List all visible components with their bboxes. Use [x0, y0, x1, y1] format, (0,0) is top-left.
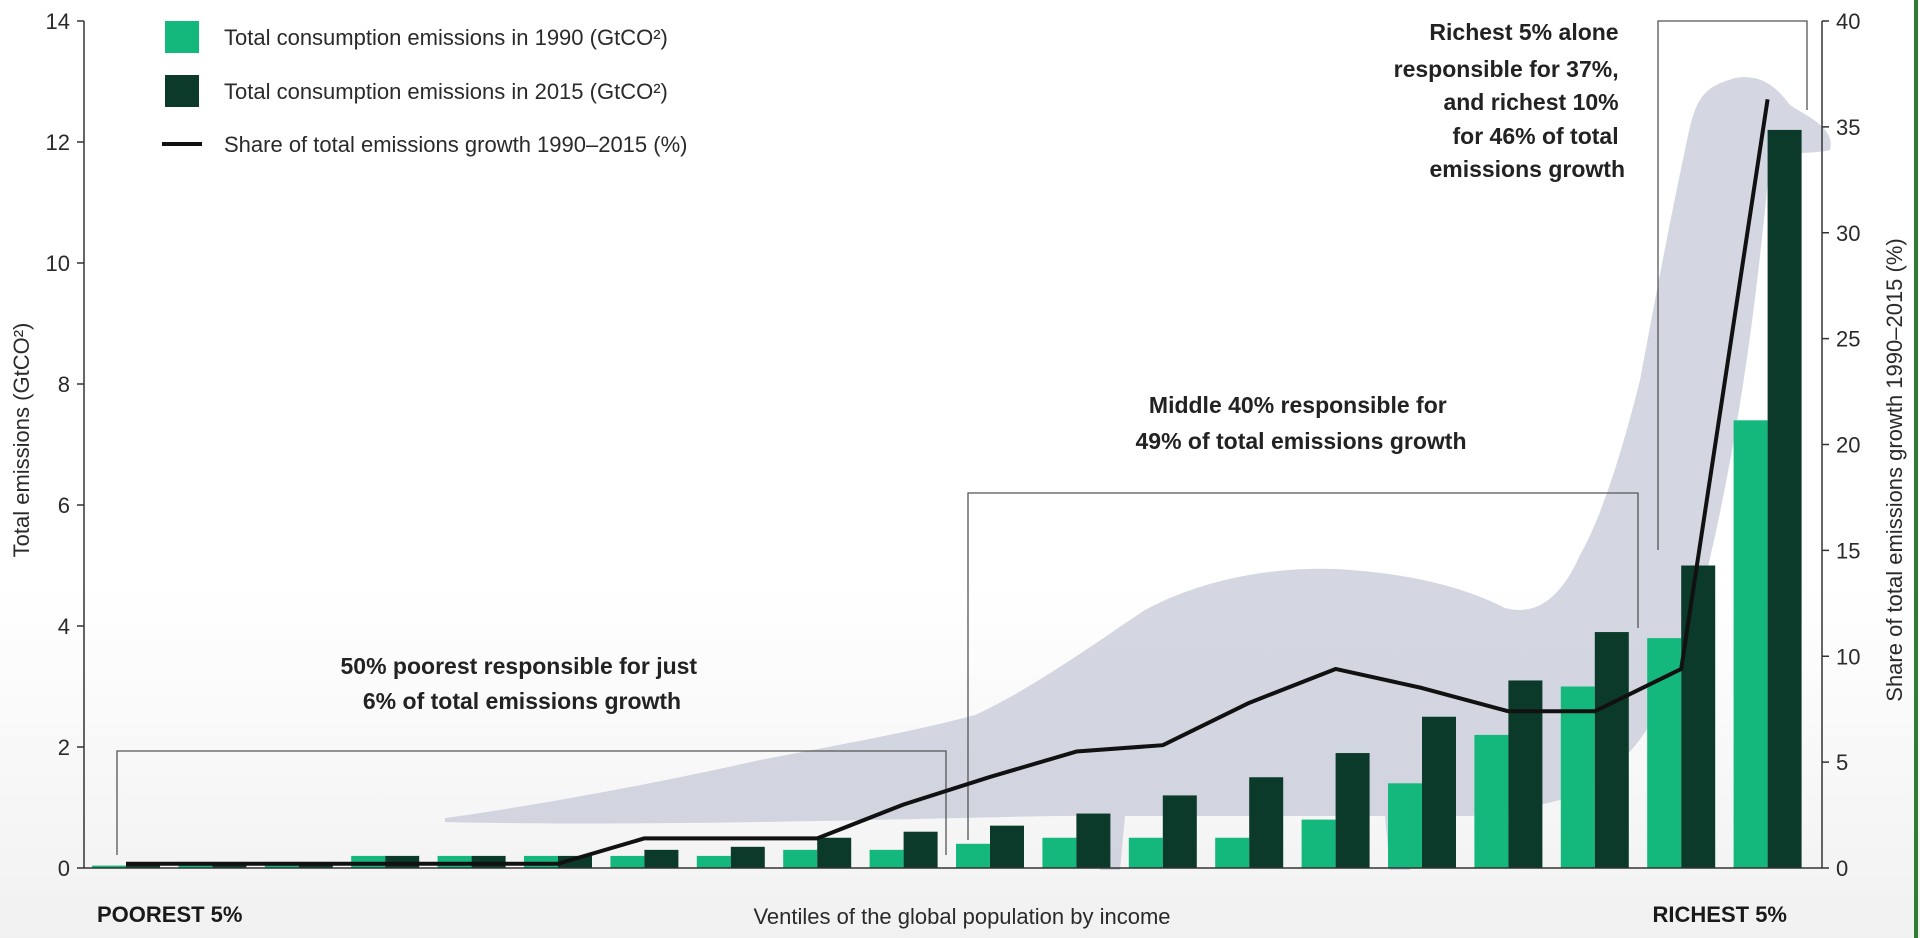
richest-label: RICHEST 5% — [1653, 902, 1787, 927]
left-y-axis-title: Total emissions (GtCO²) — [9, 323, 34, 558]
annotation-richest-line: emissions growth — [1429, 156, 1625, 182]
right-tick-label: 10 — [1836, 644, 1860, 669]
bar-2015 — [1335, 753, 1370, 868]
bar-1990 — [1215, 837, 1250, 868]
richest-bracket — [1657, 20, 1808, 550]
bar-2015 — [817, 837, 852, 868]
bar-2015 — [1594, 632, 1629, 868]
x-axis-title: Ventiles of the global population by inc… — [753, 904, 1170, 929]
bar-2015 — [903, 831, 938, 868]
bar-1990 — [869, 849, 904, 868]
bar-1990 — [696, 855, 731, 868]
left-tick-label: 6 — [58, 493, 70, 518]
bar-1990 — [956, 843, 990, 868]
annotation-richest-line: for 46% of total — [1452, 123, 1618, 149]
left-tick-label: 0 — [58, 856, 70, 881]
left-tick-label: 10 — [46, 251, 70, 276]
annotation-richest: Richest 5% alone responsible for 37%, an… — [1394, 19, 1625, 182]
bar-1990 — [1301, 819, 1336, 868]
bar-2015 — [730, 846, 765, 868]
right-tick-label: 35 — [1836, 115, 1860, 140]
annotation-richest-line: Richest 5% alone — [1429, 19, 1618, 45]
bar-1990 — [1388, 783, 1422, 868]
middle-bracket — [967, 492, 1639, 840]
left-y-ticks: 0 2 4 6 8 10 12 14 — [46, 9, 84, 881]
right-y-axis-title: Share of total emissions growth 1990–201… — [1882, 238, 1907, 701]
poorest-bracket — [116, 750, 947, 855]
right-tick-label: 25 — [1836, 327, 1860, 352]
right-tick-label: 15 — [1836, 538, 1860, 563]
right-tick-label: 30 — [1836, 221, 1860, 246]
bar-2015 — [1681, 565, 1716, 868]
growth-share-line — [126, 99, 1770, 866]
legend-label-2015: Total consumption emissions in 2015 (GtC… — [224, 79, 668, 104]
right-tick-label: 40 — [1836, 9, 1860, 34]
annotation-poorest: 50% poorest responsible for just 6% of t… — [341, 653, 704, 714]
legend-label-1990: Total consumption emissions in 1990 (GtC… — [224, 25, 668, 50]
bar-2015 — [1249, 777, 1284, 868]
poorest-label: POOREST 5% — [97, 902, 242, 927]
annotation-middle: Middle 40% responsible for 49% of total … — [1136, 392, 1467, 454]
annotation-richest-line: and richest 10% — [1443, 89, 1618, 115]
left-tick-label: 14 — [46, 9, 70, 34]
left-tick-label: 2 — [58, 735, 70, 760]
annotation-richest-line: responsible for 37%, — [1394, 56, 1619, 82]
bar-1990 — [1560, 686, 1595, 868]
bar-1990 — [1128, 837, 1163, 868]
bar-2015 — [1162, 795, 1197, 868]
right-tick-label: 5 — [1836, 750, 1848, 775]
bar-2015 — [990, 825, 1024, 868]
right-tick-label: 20 — [1836, 433, 1860, 458]
bar-1990 — [92, 865, 126, 868]
annotation-middle-line: 49% of total emissions growth — [1136, 428, 1467, 454]
legend: Total consumption emissions in 1990 (GtC… — [162, 21, 687, 157]
bar-2015 — [558, 855, 592, 868]
bar-1990 — [1042, 837, 1077, 868]
bar-2015 — [644, 849, 679, 868]
left-tick-label: 8 — [58, 372, 70, 397]
annotation-middle-line: Middle 40% responsible for — [1149, 392, 1447, 418]
bar-1990 — [1733, 420, 1768, 868]
bar-1990 — [610, 855, 645, 868]
bar-1990 — [1474, 734, 1509, 868]
legend-swatch-2015 — [165, 75, 199, 107]
annotation-poorest-line: 50% poorest responsible for just — [341, 653, 698, 679]
left-tick-label: 4 — [58, 614, 70, 639]
bar-2015 — [1076, 813, 1111, 868]
right-y-ticks: 0 5 10 15 20 25 30 35 40 — [1822, 9, 1860, 881]
bars-2015-group — [126, 129, 1802, 868]
bar-2015 — [126, 864, 160, 868]
bar-2015 — [1422, 716, 1456, 868]
dinosaur-silhouette — [445, 77, 1831, 870]
legend-label-line: Share of total emissions growth 1990–201… — [224, 132, 687, 157]
annotation-poorest-line: 6% of total emissions growth — [363, 688, 681, 714]
bar-2015 — [1767, 129, 1802, 868]
left-tick-label: 12 — [46, 130, 70, 155]
bar-1990 — [783, 849, 818, 868]
bar-2015 — [1508, 680, 1543, 868]
right-tick-label: 0 — [1836, 856, 1848, 881]
legend-swatch-1990 — [165, 21, 199, 53]
